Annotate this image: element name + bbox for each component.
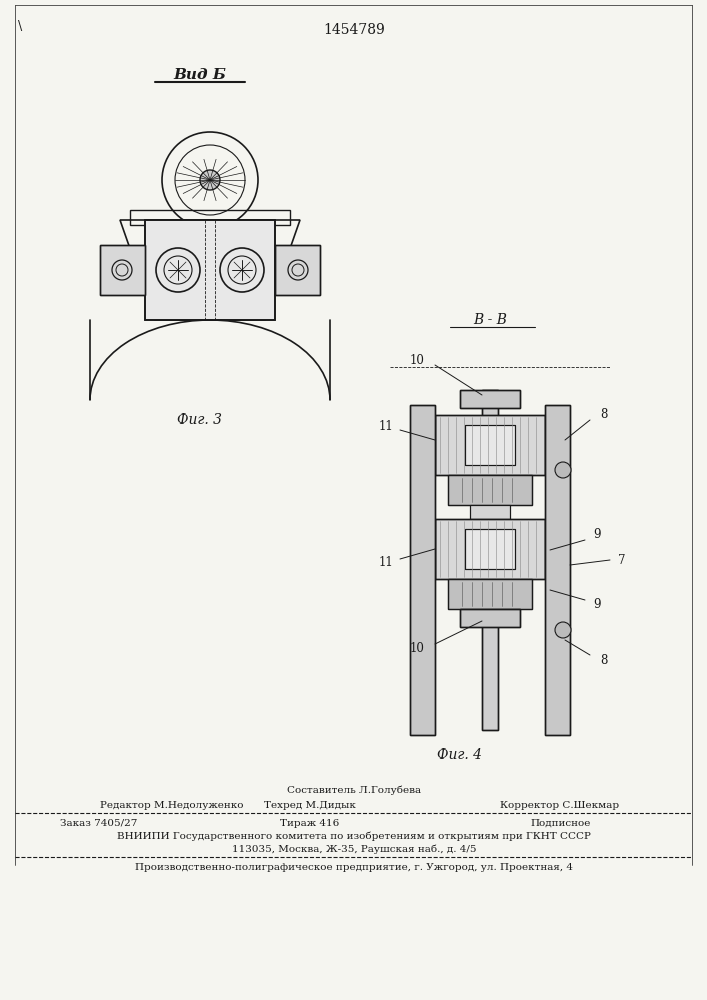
Bar	[448, 579, 532, 609]
Text: Составитель Л.Голубева: Составитель Л.Голубева	[287, 785, 421, 795]
Bar	[465, 529, 515, 569]
Text: Фиг. 4: Фиг. 4	[438, 748, 482, 762]
Bar	[460, 609, 520, 627]
Bar	[275, 245, 320, 295]
Bar	[465, 425, 515, 465]
Text: Подписное: Подписное	[530, 818, 590, 828]
Bar	[545, 405, 570, 735]
Bar	[435, 519, 545, 579]
Text: 7: 7	[618, 554, 626, 566]
Bar	[448, 579, 532, 609]
Text: Редактор М.Недолуженко: Редактор М.Недолуженко	[100, 800, 243, 810]
Bar	[435, 519, 545, 579]
Text: 9: 9	[593, 598, 600, 611]
Bar	[410, 405, 435, 735]
Bar	[465, 529, 515, 569]
Text: ВНИИПИ Государственного комитета по изобретениям и открытиям при ГКНТ СССР: ВНИИПИ Государственного комитета по изоб…	[117, 831, 591, 841]
Circle shape	[555, 622, 571, 638]
Text: 1454789: 1454789	[323, 23, 385, 37]
Bar	[545, 405, 570, 735]
Bar	[482, 390, 498, 730]
Text: 10: 10	[410, 354, 425, 366]
Bar	[100, 245, 145, 295]
Bar	[460, 390, 520, 408]
Text: 10: 10	[410, 643, 425, 656]
Bar	[100, 245, 145, 295]
Bar	[145, 220, 275, 320]
Circle shape	[200, 170, 220, 190]
Text: Заказ 7405/27: Заказ 7405/27	[60, 818, 137, 828]
Text: Техред М.Дидык: Техред М.Дидык	[264, 800, 356, 810]
Bar	[435, 415, 545, 475]
Bar	[470, 505, 510, 519]
Bar	[465, 425, 515, 465]
Text: В - В: В - В	[473, 313, 507, 327]
Text: Производственно-полиграфическое предприятие, г. Ужгород, ул. Проектная, 4: Производственно-полиграфическое предприя…	[135, 862, 573, 871]
Bar	[460, 609, 520, 627]
Bar	[448, 475, 532, 505]
Bar	[470, 505, 510, 519]
Text: 8: 8	[600, 654, 607, 666]
Text: \: \	[18, 20, 22, 33]
Text: Тираж 416: Тираж 416	[281, 818, 339, 828]
Bar	[145, 220, 275, 320]
Text: 8: 8	[600, 408, 607, 422]
Circle shape	[555, 462, 571, 478]
Text: Вид Б: Вид Б	[173, 68, 226, 82]
Bar	[130, 210, 290, 225]
Text: 11: 11	[378, 556, 393, 568]
Text: Корректор С.Шекмар: Корректор С.Шекмар	[501, 800, 619, 810]
Bar	[435, 415, 545, 475]
Bar	[448, 475, 532, 505]
Bar	[460, 390, 520, 408]
Bar	[410, 405, 435, 735]
Text: Фиг. 3: Фиг. 3	[177, 413, 223, 427]
Bar	[275, 245, 320, 295]
Text: 9: 9	[593, 528, 600, 542]
Text: 113035, Москва, Ж-35, Раушская наб., д. 4/5: 113035, Москва, Ж-35, Раушская наб., д. …	[232, 844, 477, 854]
Bar	[482, 390, 498, 730]
Text: 11: 11	[378, 420, 393, 434]
